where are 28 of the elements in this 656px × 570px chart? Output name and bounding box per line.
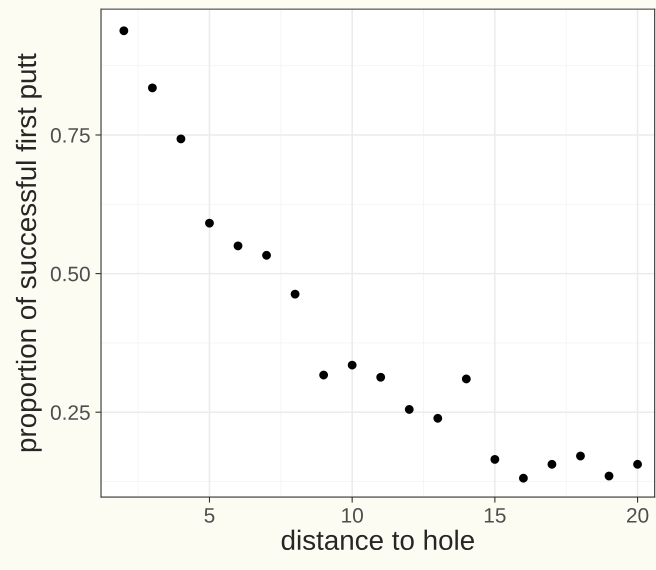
x-tick-label: 5 (204, 508, 214, 523)
point (376, 372, 386, 382)
point (205, 218, 214, 228)
point (519, 474, 528, 483)
y-tick-label: 0.25 (50, 405, 90, 420)
x-tick-label: 15 (484, 508, 506, 523)
y-tick-label: 0.75 (50, 128, 90, 143)
point (119, 26, 128, 36)
point (462, 374, 471, 384)
point (176, 134, 186, 144)
point (576, 452, 585, 460)
point (234, 241, 242, 250)
point (348, 360, 357, 370)
y-axis-title: proportion of successful first putt (16, 53, 42, 452)
x-tick-label: 20 (627, 508, 648, 523)
point (404, 405, 414, 414)
point (319, 370, 328, 380)
x-axis-title: distance to hole (282, 530, 474, 550)
point (548, 460, 556, 469)
point (633, 460, 642, 469)
point (262, 250, 271, 260)
point (290, 290, 300, 298)
point (148, 83, 157, 92)
x-tick-label: 10 (342, 508, 363, 523)
point (604, 472, 614, 480)
point (433, 414, 442, 423)
y-tick-label: 0.50 (50, 266, 90, 282)
point (490, 454, 500, 464)
